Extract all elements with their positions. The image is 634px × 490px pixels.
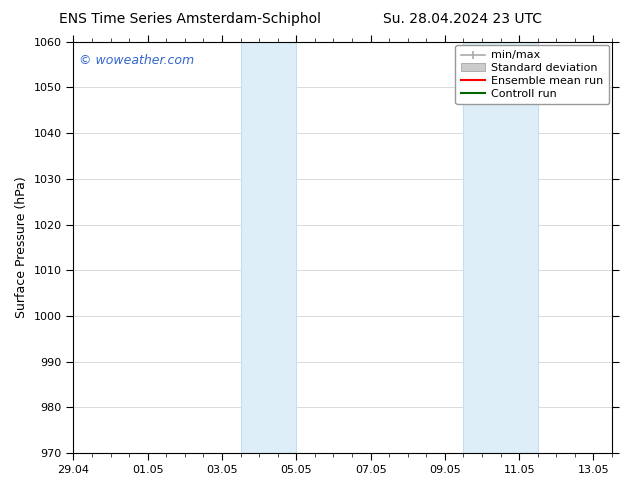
Text: © woweather.com: © woweather.com [79, 54, 194, 67]
Bar [241, 42, 296, 453]
Y-axis label: Surface Pressure (hPa): Surface Pressure (hPa) [15, 176, 28, 318]
Text: ENS Time Series Amsterdam-Schiphol: ENS Time Series Amsterdam-Schiphol [59, 12, 321, 26]
Legend: min/max, Standard deviation, Ensemble mean run, Controll run: min/max, Standard deviation, Ensemble me… [455, 45, 609, 104]
Bar [463, 42, 538, 453]
Text: Su. 28.04.2024 23 UTC: Su. 28.04.2024 23 UTC [384, 12, 542, 26]
